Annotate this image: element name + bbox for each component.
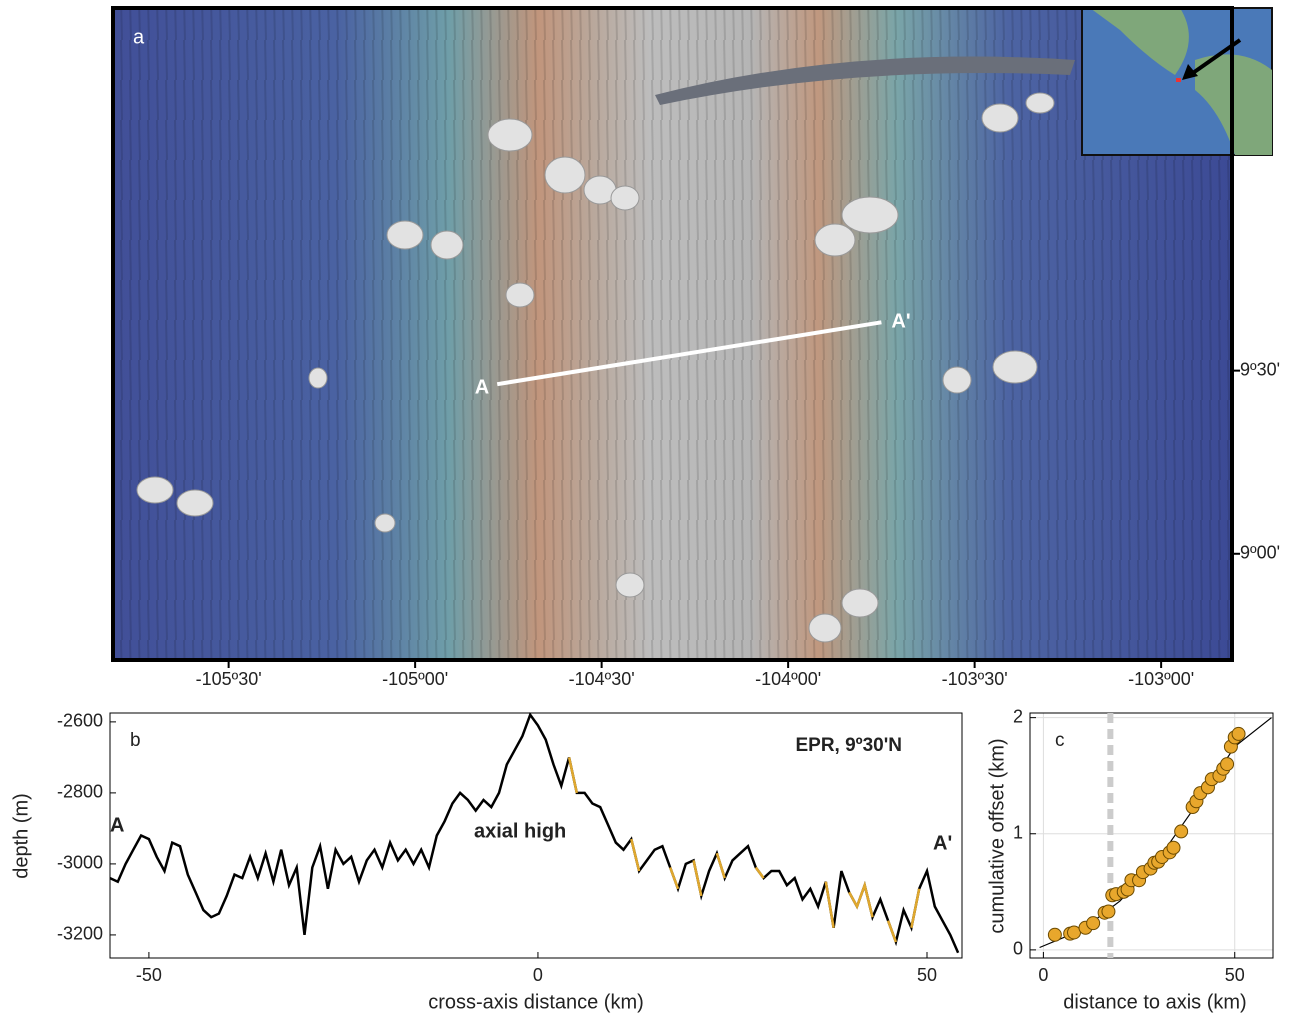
panel-label: c <box>1055 730 1065 751</box>
annotation: axial high <box>474 820 566 842</box>
y-axis-label: cumulative offset (km) <box>986 738 1008 933</box>
y-tick-label: 2 <box>1013 706 1023 726</box>
y-tick-label: -3000 <box>57 853 103 873</box>
annotation: A <box>110 814 124 836</box>
data-point <box>1232 727 1245 740</box>
data-point <box>1221 758 1234 771</box>
panel-label: a <box>133 26 145 48</box>
y-tick-label: -3200 <box>57 924 103 944</box>
x-tick-label: 50 <box>1225 965 1245 985</box>
x-tick-label: -104º30' <box>569 669 635 689</box>
y-tick-label: 1 <box>1013 823 1023 843</box>
x-tick-label: 0 <box>1038 965 1048 985</box>
y-tick-label: -2800 <box>57 782 103 802</box>
data-point <box>1087 917 1100 930</box>
x-tick-label: 50 <box>917 965 937 985</box>
data-point <box>1048 928 1061 941</box>
y-tick-label: -2600 <box>57 711 103 731</box>
y-tick-label: 9º00' <box>1240 543 1280 563</box>
x-axis-label: cross-axis distance (km) <box>428 991 644 1013</box>
annotation: A' <box>933 832 952 854</box>
map-image <box>113 8 1272 660</box>
y-axis-label: depth (m) <box>10 793 32 879</box>
x-tick-label: 0 <box>533 965 543 985</box>
y-tick-label: 9º30' <box>1240 359 1280 379</box>
chart-title: EPR, 9º30'N <box>795 735 902 756</box>
x-tick-label: -104º00' <box>755 669 821 689</box>
y-tick-label: 0 <box>1013 939 1023 959</box>
profile-label: A' <box>891 311 910 333</box>
panel-label: b <box>130 730 141 751</box>
data-point <box>1167 841 1180 854</box>
x-tick-label: -103º30' <box>942 669 1008 689</box>
figure: a A axial high A' EPR, 9º30'N b c cross-… <box>0 0 1301 1021</box>
fit-line <box>1040 718 1272 948</box>
profile-label: A <box>475 376 489 398</box>
x-tick-label: -50 <box>136 965 162 985</box>
x-tick-label: -103º00' <box>1128 669 1194 689</box>
data-point <box>1102 905 1115 918</box>
data-point <box>1175 825 1188 838</box>
x-axis-label: distance to axis (km) <box>1063 991 1246 1013</box>
x-tick-label: -105º00' <box>382 669 448 689</box>
x-tick-label: -105º30' <box>196 669 262 689</box>
